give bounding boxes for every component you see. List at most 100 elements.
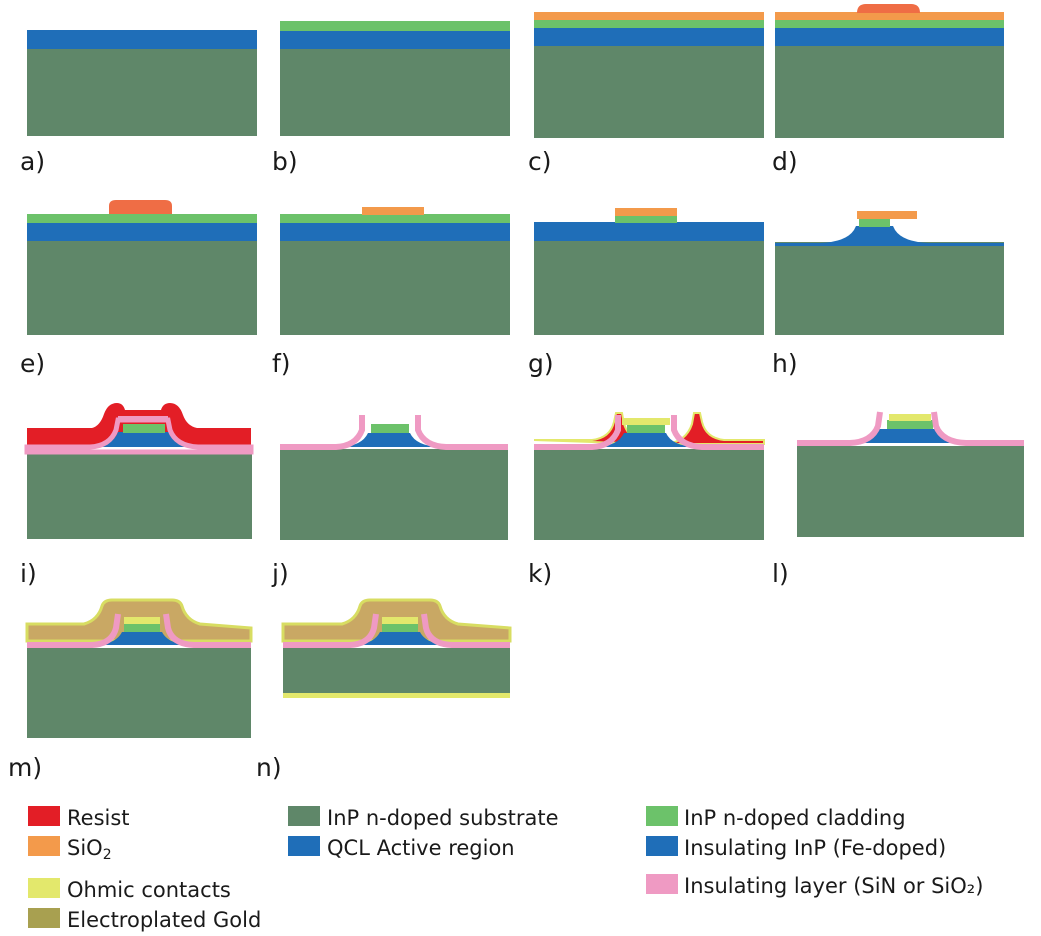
step-label-h: h) [772, 349, 798, 378]
step-label-a: a) [20, 147, 45, 176]
cladding-ridge [615, 215, 677, 223]
cladding-ridge [382, 623, 418, 632]
active-region-layer [534, 27, 764, 46]
legend-label-gold: Electroplated Gold [67, 908, 261, 932]
insulating-layer [24, 417, 254, 455]
legend-label-substrate: InP n-doped substrate [327, 806, 559, 830]
substrate-layer [534, 45, 764, 138]
panel-c: c) [528, 12, 764, 176]
cladding-ridge [887, 420, 933, 429]
panel-b: b) [272, 21, 510, 176]
legend-swatch-fe-inp [646, 836, 678, 856]
cladding-layer [775, 19, 1004, 28]
active-region-layer [280, 222, 510, 241]
insulating-layer [534, 415, 764, 450]
step-label-b: b) [272, 147, 298, 176]
legend-swatch-cladding [646, 806, 678, 826]
sio2-patch [362, 207, 424, 215]
legend-swatch-sio2 [28, 836, 60, 856]
panel-a: a) [20, 30, 257, 176]
panel-h: h) [772, 211, 1004, 378]
cladding-ridge [859, 218, 890, 227]
substrate-layer [280, 240, 510, 335]
panel-m: m) [8, 598, 253, 782]
cladding-layer [534, 19, 764, 28]
panel-e: e) [20, 200, 257, 378]
legend-item-cladding: InP n-doped cladding [646, 806, 906, 830]
ohmic-contact [382, 617, 418, 624]
cladding-ridge [627, 424, 665, 433]
substrate-layer [283, 648, 510, 693]
step-label-m: m) [8, 753, 42, 782]
step-label-c: c) [528, 147, 552, 176]
legend-item-sio2: SiO2 [28, 836, 112, 863]
backside-ohmic-contact [283, 693, 510, 698]
legend-swatch-substrate [288, 806, 320, 826]
cladding-ridge [124, 623, 160, 632]
active-mesa [96, 632, 190, 645]
insulating-layer [27, 613, 251, 648]
step-label-n: n) [256, 753, 282, 782]
legend-label-sio2: SiO2 [67, 836, 112, 863]
insulating-cap [118, 416, 168, 422]
step-label-d: d) [772, 147, 798, 176]
panel-n: n) [256, 598, 512, 782]
active-mesa [775, 226, 1004, 246]
ohmic-contact [889, 414, 931, 421]
substrate-layer [775, 242, 1004, 335]
legend-swatch-insulating [646, 874, 678, 894]
resist-patch [109, 200, 172, 214]
legend-label-fe-inp: Insulating InP (Fe-doped) [684, 836, 946, 860]
substrate-layer [534, 240, 764, 335]
insulating-layer [797, 411, 1024, 446]
substrate-layer [534, 449, 764, 540]
legend-label-cladding: InP n-doped cladding [684, 806, 906, 830]
legend-item-fe-inp: Insulating InP (Fe-doped) [646, 836, 946, 860]
legend-item-active: QCL Active region [288, 836, 515, 860]
active-mesa [340, 433, 440, 447]
step-label-f: f) [272, 349, 291, 378]
legend-label-active: QCL Active region [327, 836, 515, 860]
legend-swatch-resist [28, 806, 60, 826]
step-label-l: l) [772, 559, 789, 588]
cladding-ridge [371, 424, 409, 433]
active-region-layer [534, 222, 764, 241]
ohmic-contact [622, 418, 670, 425]
substrate-layer [27, 451, 252, 539]
active-region-layer [775, 27, 1004, 46]
active-mesa [354, 632, 448, 645]
substrate-layer [280, 48, 510, 136]
cladding-ridge [123, 424, 165, 433]
legend-label-resist: Resist [67, 806, 130, 830]
legend-item-ohmic: Ohmic contacts [28, 878, 231, 902]
sio2-layer [775, 12, 1004, 20]
panel-f: f) [272, 207, 510, 378]
panel-i: i) [20, 403, 254, 588]
insulating-layer [280, 415, 508, 450]
legend-label-insulating: Insulating layer (SiN or SiO₂) [684, 874, 983, 898]
sio2-patch [857, 211, 917, 219]
substrate-layer [775, 45, 1004, 138]
step-label-i: i) [20, 559, 37, 588]
panel-k: k) [528, 412, 765, 588]
substrate-layer [27, 648, 251, 738]
step-label-k: k) [528, 559, 552, 588]
step-label-j: j) [271, 559, 289, 588]
substrate-layer [280, 449, 508, 540]
panel-j: j) [271, 415, 508, 588]
legend-item-gold: Electroplated Gold [28, 908, 261, 932]
step-label-e: e) [20, 349, 45, 378]
legend-swatch-ohmic [28, 878, 60, 898]
active-region-layer [27, 222, 257, 241]
legend: Resist SiO2 Ohmic contacts Electroplated… [28, 806, 983, 932]
legend-label-ohmic: Ohmic contacts [67, 878, 231, 902]
sio2-patch [615, 208, 677, 216]
panel-g: g) [528, 208, 764, 378]
active-region-layer [27, 30, 257, 49]
panel-l: l) [772, 411, 1024, 588]
legend-swatch-gold [28, 908, 60, 928]
substrate-layer [27, 240, 257, 335]
cladding-layer [27, 214, 257, 223]
cladding-layer [280, 21, 510, 31]
sio2-layer [534, 12, 764, 20]
